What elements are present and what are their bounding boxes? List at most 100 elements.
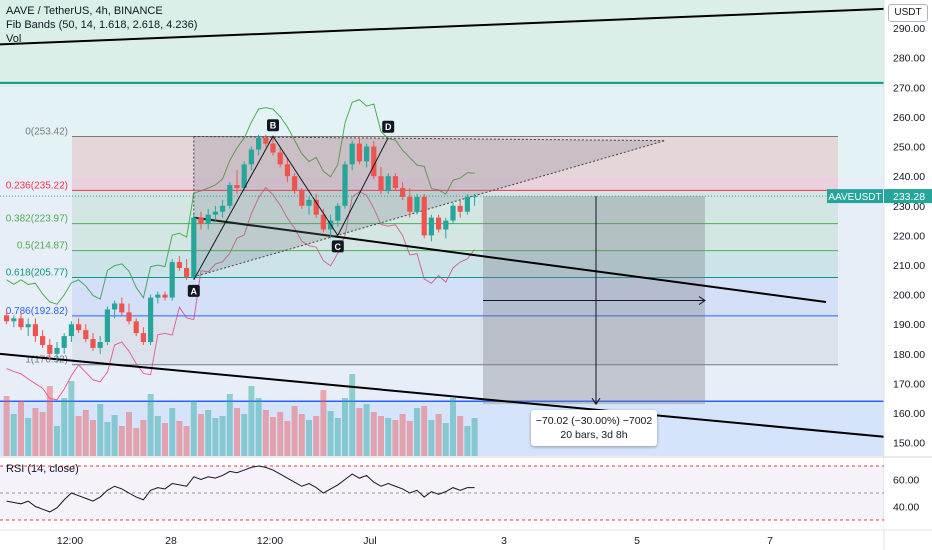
volume-bar xyxy=(169,408,176,456)
candle-body xyxy=(248,149,254,165)
volume-label[interactable]: Vol xyxy=(6,33,22,45)
price-tick-label: 210.00 xyxy=(893,260,925,272)
trendlines xyxy=(0,7,885,438)
time-axis[interactable]: 12:00 28 12:00 Jul 3 5 7 xyxy=(0,529,932,547)
volume-bar xyxy=(219,416,226,456)
volume-bar xyxy=(306,420,312,456)
candle-body xyxy=(342,164,348,206)
measure-duration: 20 bars, 3d 8h xyxy=(560,429,628,441)
volume-bar xyxy=(133,428,140,456)
volume-bar xyxy=(435,414,442,456)
candle-body xyxy=(436,217,442,230)
price-tick-label: 250.00 xyxy=(893,142,925,154)
candle-body xyxy=(270,143,276,153)
candle-body xyxy=(450,205,456,221)
candle-body xyxy=(277,152,283,165)
candle-body xyxy=(176,262,182,268)
pattern-point-badge xyxy=(382,120,395,133)
price-tick-label: 240.00 xyxy=(893,171,925,183)
candle-body xyxy=(457,205,463,212)
candle-body xyxy=(428,217,434,236)
symbol-tag-bg xyxy=(827,189,883,204)
time-tick-label: Jul xyxy=(363,535,376,547)
candle-body xyxy=(464,196,470,212)
volume-bar xyxy=(126,412,132,456)
volume-bar xyxy=(457,416,464,456)
volume-bar xyxy=(262,410,269,456)
candle-body xyxy=(4,315,10,322)
price-tick-label: 190.00 xyxy=(893,319,925,331)
candle-body xyxy=(148,297,154,342)
volume-bar xyxy=(378,416,384,456)
volume-bar xyxy=(183,426,190,456)
volume-bar xyxy=(277,412,284,456)
fib-zone xyxy=(72,223,838,251)
price-tick-label: 180.00 xyxy=(893,349,925,361)
volume-bar xyxy=(205,410,212,456)
candle-body xyxy=(112,303,118,310)
volume-bar xyxy=(54,426,60,456)
volume-bar xyxy=(428,420,435,456)
time-tick-label: 12:00 xyxy=(257,535,283,547)
volume-bar xyxy=(190,401,197,456)
fib-zone xyxy=(72,277,838,316)
candle-body xyxy=(227,185,233,206)
rsi-label[interactable]: RSI (14, close) xyxy=(6,463,79,475)
price-tick-label: 150.00 xyxy=(893,438,925,450)
mid-band-fill xyxy=(0,87,884,177)
volume-bar xyxy=(248,386,255,456)
volume-bar xyxy=(154,416,161,456)
fib-level-label: 0.236(235.22) xyxy=(6,180,68,191)
candle-body xyxy=(292,176,298,191)
symbol-title[interactable]: AAVE / TetherUS, 4h, BINANCE xyxy=(6,5,163,17)
fib-bands-label[interactable]: Fib Bands (50, 14, 1.618, 2.618, 4.236) xyxy=(6,19,198,31)
candle-body xyxy=(400,188,406,197)
volume-bar xyxy=(255,398,262,456)
volume-bar xyxy=(32,408,39,456)
candle-body xyxy=(220,205,226,212)
pattern-point-label: A xyxy=(191,286,198,296)
bottom-band-fill xyxy=(0,401,884,456)
volume-bar xyxy=(241,414,248,456)
volume-bar xyxy=(212,418,219,456)
candle-body xyxy=(54,347,60,354)
candle-body xyxy=(47,344,53,354)
candle-body xyxy=(335,205,341,221)
volume-bar xyxy=(385,418,392,456)
pattern-point-badge xyxy=(267,119,279,132)
volume-bar xyxy=(327,411,334,456)
volume-bar xyxy=(90,420,96,456)
candle-body xyxy=(320,214,326,230)
candle-body xyxy=(126,312,132,322)
fib-zone xyxy=(72,315,838,365)
candle-body xyxy=(256,137,262,150)
candle-body xyxy=(76,324,82,331)
candle-body xyxy=(205,214,211,224)
fib-level-label: 0(253.42) xyxy=(25,126,68,137)
volume-bar xyxy=(406,421,413,456)
price-tick-label: 220.00 xyxy=(893,230,925,242)
currency-badge[interactable]: USDT xyxy=(888,4,928,22)
rsi-tick-label: 60.00 xyxy=(893,475,919,487)
chart-legend: AAVE / TetherUS, 4h, BINANCE Fib Bands (… xyxy=(6,4,197,46)
candle-body xyxy=(162,294,168,298)
pattern-point-badge xyxy=(331,240,344,253)
candle-body xyxy=(313,199,319,215)
candle-body xyxy=(385,176,391,191)
trendline-bottom xyxy=(0,352,885,438)
volume-bar xyxy=(342,398,348,456)
candle-body xyxy=(83,330,89,340)
volume-bar xyxy=(356,408,363,456)
measure-change: −70.02 (−30.00%) −7002 xyxy=(535,415,653,427)
volume-bar xyxy=(61,398,68,456)
volume-bar xyxy=(82,410,89,456)
candle-body xyxy=(421,196,427,236)
price-tick-label: 230.00 xyxy=(893,201,925,213)
volume-bar xyxy=(349,374,356,456)
last-price-tag-bg xyxy=(884,189,932,204)
volume-bar xyxy=(313,416,320,456)
pattern-point-label: C xyxy=(335,242,342,252)
band-lower-curve xyxy=(6,186,475,401)
volume-bar xyxy=(414,408,420,456)
